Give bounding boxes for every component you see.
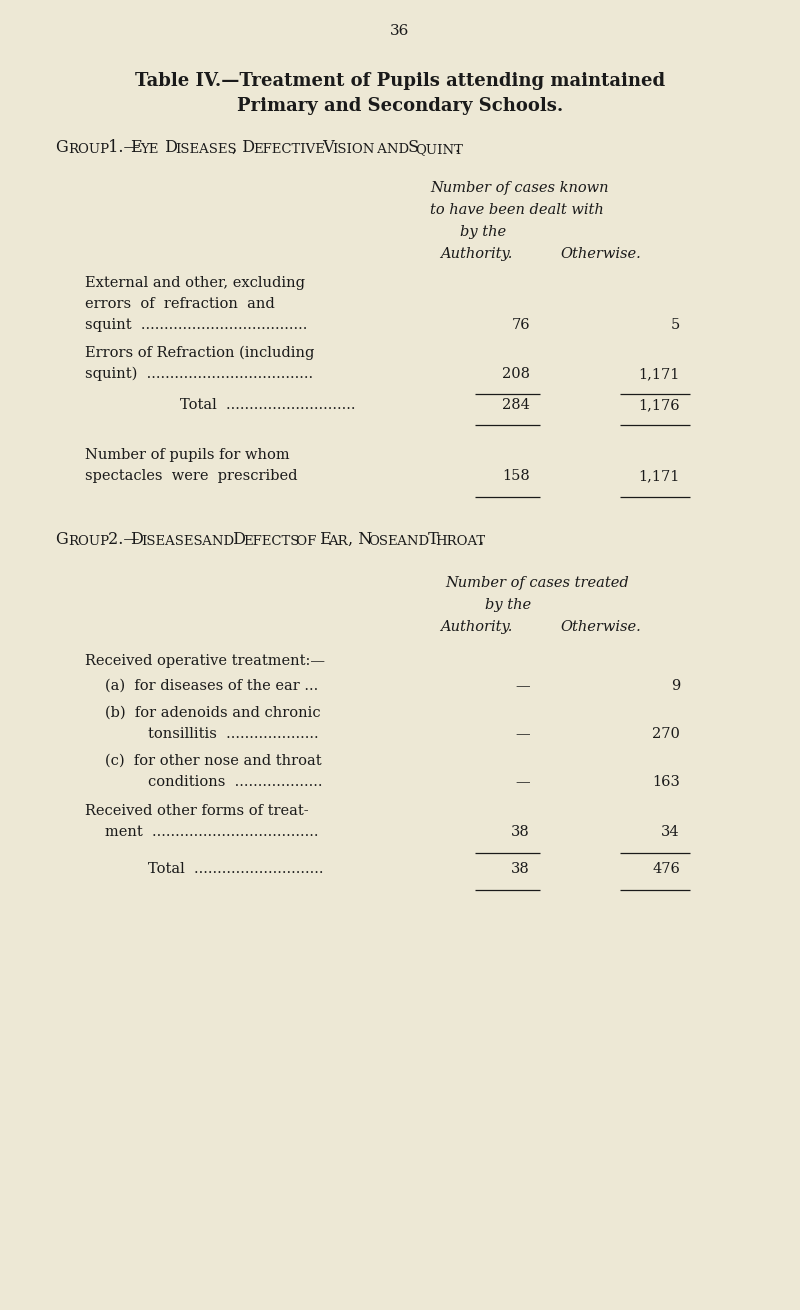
- Text: ment  ....................................: ment ...................................…: [105, 825, 318, 838]
- Text: AND: AND: [198, 534, 234, 548]
- Text: Total  ............................: Total ............................: [148, 862, 323, 876]
- Text: Number of pupils for whom: Number of pupils for whom: [85, 448, 290, 462]
- Text: spectacles  were  prescribed: spectacles were prescribed: [85, 469, 298, 483]
- Text: Otherwise.: Otherwise.: [560, 620, 641, 634]
- Text: 5: 5: [670, 318, 680, 331]
- Text: 284: 284: [502, 398, 530, 413]
- Text: V: V: [318, 139, 334, 156]
- Text: .: .: [478, 531, 483, 548]
- Text: 163: 163: [652, 776, 680, 789]
- Text: 36: 36: [390, 24, 410, 38]
- Text: —: —: [515, 727, 530, 741]
- Text: —: —: [515, 776, 530, 789]
- Text: Errors of Refraction (including: Errors of Refraction (including: [85, 346, 314, 360]
- Text: , N: , N: [348, 531, 372, 548]
- Text: errors  of  refraction  and: errors of refraction and: [85, 297, 274, 310]
- Text: EFECTIVE: EFECTIVE: [253, 143, 325, 156]
- Text: 38: 38: [511, 825, 530, 838]
- Text: Number of cases treated: Number of cases treated: [445, 576, 629, 590]
- Text: 476: 476: [652, 862, 680, 876]
- Text: 1.—: 1.—: [103, 139, 140, 156]
- Text: Total  ............................: Total ............................: [180, 398, 355, 413]
- Text: squint  ....................................: squint .................................…: [85, 318, 307, 331]
- Text: 76: 76: [511, 318, 530, 331]
- Text: 1,171: 1,171: [638, 367, 680, 381]
- Text: 158: 158: [502, 469, 530, 483]
- Text: ROUP: ROUP: [68, 534, 109, 548]
- Text: 2.—: 2.—: [103, 531, 139, 548]
- Text: ROUP: ROUP: [68, 143, 109, 156]
- Text: Received operative treatment:—: Received operative treatment:—: [85, 654, 325, 668]
- Text: 1,176: 1,176: [638, 398, 680, 413]
- Text: ISION: ISION: [332, 143, 374, 156]
- Text: EFECTS: EFECTS: [243, 534, 299, 548]
- Text: D: D: [160, 139, 178, 156]
- Text: OF: OF: [292, 534, 316, 548]
- Text: Primary and Secondary Schools.: Primary and Secondary Schools.: [237, 97, 563, 115]
- Text: .: .: [455, 139, 460, 156]
- Text: by the: by the: [460, 225, 506, 238]
- Text: by the: by the: [485, 597, 531, 612]
- Text: 9: 9: [670, 679, 680, 693]
- Text: ISEASES: ISEASES: [175, 143, 237, 156]
- Text: to have been dealt with: to have been dealt with: [430, 203, 604, 217]
- Text: Authority.: Authority.: [440, 248, 512, 261]
- Text: YE: YE: [140, 143, 158, 156]
- Text: Number of cases known: Number of cases known: [430, 181, 609, 195]
- Text: AR: AR: [328, 534, 348, 548]
- Text: G: G: [55, 139, 68, 156]
- Text: 208: 208: [502, 367, 530, 381]
- Text: 1,171: 1,171: [638, 469, 680, 483]
- Text: Authority.: Authority.: [440, 620, 512, 634]
- Text: squint)  ....................................: squint) ................................…: [85, 367, 313, 381]
- Text: 270: 270: [652, 727, 680, 741]
- Text: , D: , D: [232, 139, 255, 156]
- Text: E: E: [315, 531, 332, 548]
- Text: T: T: [423, 531, 438, 548]
- Text: 38: 38: [511, 862, 530, 876]
- Text: D: D: [228, 531, 246, 548]
- Text: —: —: [515, 679, 530, 693]
- Text: (a)  for diseases of the ear ...: (a) for diseases of the ear ...: [105, 679, 318, 693]
- Text: S: S: [403, 139, 419, 156]
- Text: Received other forms of treat-: Received other forms of treat-: [85, 804, 309, 817]
- Text: AND: AND: [373, 143, 409, 156]
- Text: QUINT: QUINT: [415, 143, 463, 156]
- Text: External and other, excluding: External and other, excluding: [85, 276, 305, 290]
- Text: (c)  for other nose and throat: (c) for other nose and throat: [105, 755, 322, 768]
- Text: HROAT: HROAT: [435, 534, 485, 548]
- Text: tonsillitis  ....................: tonsillitis ....................: [148, 727, 318, 741]
- Text: D: D: [130, 531, 142, 548]
- Text: Otherwise.: Otherwise.: [560, 248, 641, 261]
- Text: OSE: OSE: [368, 534, 398, 548]
- Text: 34: 34: [662, 825, 680, 838]
- Text: G: G: [55, 531, 68, 548]
- Text: AND: AND: [393, 534, 429, 548]
- Text: conditions  ...................: conditions ...................: [148, 776, 322, 789]
- Text: (b)  for adenoids and chronic: (b) for adenoids and chronic: [105, 706, 321, 720]
- Text: Table IV.—Treatment of Pupils attending maintained: Table IV.—Treatment of Pupils attending …: [135, 72, 665, 90]
- Text: E: E: [130, 139, 142, 156]
- Text: ISEASES: ISEASES: [141, 534, 202, 548]
